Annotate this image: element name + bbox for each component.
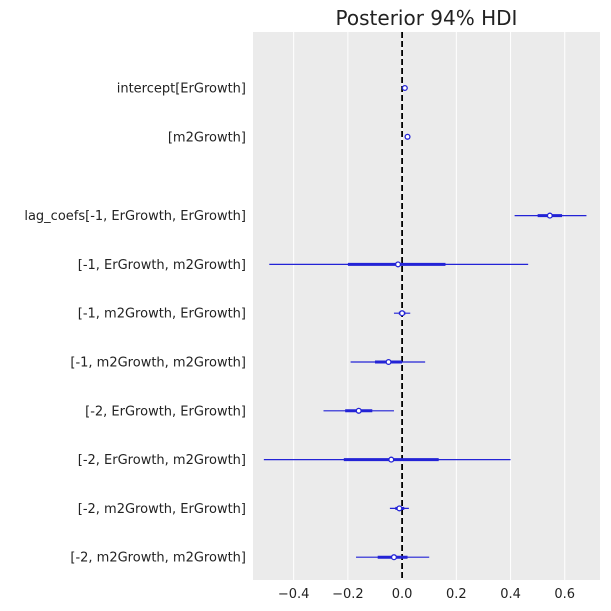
row-label: [-1, m2Growth, m2Growth] <box>70 356 246 371</box>
row-label: [-1, m2Growth, ErGrowth] <box>78 307 246 322</box>
mean-point <box>396 505 403 512</box>
mean-point <box>385 358 392 366</box>
row-label: intercept[ErGrowth] <box>117 82 246 97</box>
mean-point <box>390 554 398 561</box>
mean-point <box>546 212 553 219</box>
row-label: [-2, m2Growth, ErGrowth] <box>78 502 246 517</box>
x-tick-label: 0.6 <box>554 587 575 602</box>
x-tick-label: 0.2 <box>446 587 467 602</box>
mean-point <box>399 310 406 317</box>
row-label: lag_coefs[-1, ErGrowth, ErGrowth] <box>24 209 246 224</box>
hdi-rows <box>263 84 587 561</box>
row-label: [-2, m2Growth, m2Growth] <box>70 551 246 566</box>
x-tick-label: −0.4 <box>278 587 310 602</box>
mean-point <box>401 84 408 92</box>
x-tick-label: −0.2 <box>332 587 364 602</box>
x-tick-label: 0.0 <box>392 587 413 602</box>
x-tick-label: 0.4 <box>500 587 521 602</box>
mean-point <box>404 133 411 140</box>
mean-point <box>394 261 402 268</box>
row-labels: intercept[ErGrowth] [m2Growth] lag_coefs[-… <box>24 82 246 566</box>
mean-point <box>388 456 395 463</box>
row-label: [-2, ErGrowth, m2Growth] <box>78 453 246 468</box>
chart-title: Posterior 94% HDI <box>336 6 518 30</box>
row-label: [m2Growth] <box>168 130 246 145</box>
plot-background <box>253 32 600 580</box>
row-label: [-2, ErGrowth, ErGrowth] <box>85 404 246 419</box>
row-label: [-1, ErGrowth, m2Growth] <box>78 258 246 273</box>
mean-point <box>355 407 362 414</box>
x-axis-ticks: −0.4 −0.2 0.0 0.2 0.4 0.6 <box>278 587 575 602</box>
